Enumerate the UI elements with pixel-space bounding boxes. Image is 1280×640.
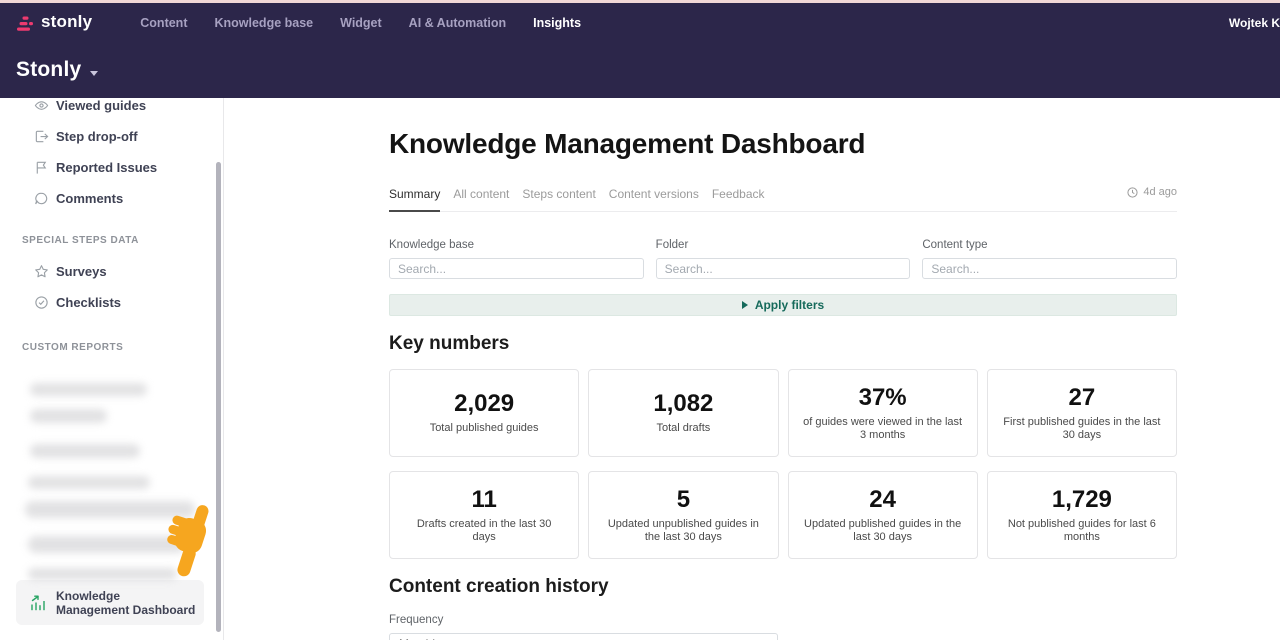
brand-name: stonly (41, 12, 93, 31)
caret-down-icon[interactable] (90, 70, 99, 76)
stat-card-updated-published: 24 Updated published guides in the last … (787, 471, 978, 559)
hand-pointer-cursor (167, 505, 209, 577)
nav-item-insights[interactable]: Insights (533, 15, 582, 30)
stat-value: 27 (1068, 383, 1096, 411)
stat-card-viewed-percentage: 37% of guides were viewed in the last 3 … (787, 369, 978, 457)
nav-item-content[interactable]: Content (140, 15, 188, 30)
ukraine-flag-icon (97, 13, 110, 22)
stat-value: 1,729 (1051, 485, 1112, 513)
sidebar-item-knowledge-management-dashboard[interactable]: Knowledge Management Dashboard (16, 580, 204, 625)
sidebar-item-comments[interactable]: Comments (0, 183, 223, 214)
sidebar-item-step-drop-off[interactable]: Step drop-off (0, 121, 223, 152)
stat-label: Total published guides (429, 422, 539, 434)
tab-steps-content[interactable]: Steps content (522, 187, 596, 201)
stat-label: Updated unpublished guides in the last 3… (607, 517, 759, 543)
chart-icon (30, 595, 46, 611)
main-content: Knowledge Management Dashboard Summary A… (224, 98, 1280, 640)
stat-card-total-drafts: 1,082 Total drafts (588, 369, 779, 457)
sidebar-item-label: Comments (56, 191, 124, 206)
content-creation-history-heading: Content creation history (389, 576, 609, 597)
sidebar-item-label: Surveys (56, 264, 107, 279)
stonly-logo[interactable]: stonly (16, 12, 110, 33)
sidebar-item-label: Checklists (56, 295, 122, 310)
tab-content-versions[interactable]: Content versions (608, 187, 699, 201)
sidebar-item-label: Step drop-off (56, 129, 138, 144)
nav-item-widget[interactable]: Widget (340, 15, 382, 30)
workspace-bar: Stonly (0, 42, 1280, 98)
window-top-strip (0, 0, 1280, 3)
stonly-logo-icon (17, 16, 33, 31)
tab-all-content[interactable]: All content (453, 187, 510, 201)
dashboard-tabs: Summary All content Steps content Conten… (389, 186, 1177, 212)
filters-row: Knowledge base Folder Content type (389, 239, 1178, 279)
stat-card-not-published: 1,729 Not published guides for last 6 mo… (986, 471, 1177, 559)
sidebar-item-surveys[interactable]: Surveys (0, 256, 223, 287)
apply-filters-label: Apply filters (754, 298, 825, 312)
stat-card-drafts-created: 11 Drafts created in the last 30 days (389, 471, 580, 559)
sidebar-item-viewed-guides[interactable]: Viewed guides (0, 98, 223, 121)
stat-label: Updated published guides in the last 30 … (804, 517, 962, 543)
star-icon (34, 264, 49, 279)
step-out-icon (34, 129, 49, 144)
stat-card-first-published: 27 First published guides in the last 30… (986, 369, 1177, 457)
sidebar-item-label: Knowledge Management Dashboard (56, 588, 196, 617)
stat-value: 37% (858, 383, 907, 411)
sidebar-item-label: Reported Issues (56, 160, 158, 175)
nav-item-knowledge-base[interactable]: Knowledge base (214, 15, 314, 30)
clock-icon (1127, 186, 1138, 198)
knowledge-base-search-input[interactable] (389, 258, 644, 279)
frequency-select[interactable]: Monthly (389, 633, 778, 640)
stat-label: First published guides in the last 30 da… (1003, 415, 1161, 441)
content-type-search-input[interactable] (922, 258, 1178, 279)
flag-icon (34, 160, 49, 175)
sidebar-section-custom-reports: CUSTOM REPORTS (22, 342, 124, 353)
sidebar-scrollbar[interactable] (216, 162, 221, 632)
tab-feedback[interactable]: Feedback (711, 187, 765, 201)
user-menu[interactable]: Wojtek K (1228, 15, 1280, 30)
stat-card-total-published-guides: 2,029 Total published guides (389, 369, 580, 457)
sidebar-item-checklists[interactable]: Checklists (0, 287, 223, 318)
sidebar-section-special-steps-data: SPECIAL STEPS DATA (22, 235, 139, 246)
stat-label: Not published guides for last 6 months (1007, 517, 1156, 543)
tab-summary[interactable]: Summary (389, 187, 441, 212)
eye-icon (34, 98, 49, 113)
filter-label-knowledge-base: Knowledge base (389, 239, 475, 251)
frequency-value: Monthly (399, 637, 441, 640)
insights-sidebar: Viewed guides Step drop-off Reported Iss… (0, 98, 224, 640)
main-nav: Content Knowledge base Widget AI & Autom… (140, 16, 581, 30)
filter-label-content-type: Content type (922, 239, 988, 251)
key-numbers-grid: 2,029 Total published guides 1,082 Total… (389, 369, 1177, 559)
filter-label-folder: Folder (655, 239, 689, 251)
redacted-custom-reports (0, 375, 223, 580)
key-numbers-heading: Key numbers (389, 333, 510, 354)
stat-value: 24 (869, 485, 896, 513)
last-updated-text: 4d ago (1143, 186, 1177, 198)
play-icon (741, 301, 748, 309)
apply-filters-button[interactable]: Apply filters (389, 294, 1177, 316)
frequency-label: Frequency (389, 614, 444, 626)
stat-label: Total drafts (656, 422, 711, 434)
nav-item-ai-automation[interactable]: AI & Automation (408, 15, 507, 30)
stat-value: 5 (676, 485, 691, 513)
workspace-name[interactable]: Stonly (16, 58, 82, 81)
stat-label: Drafts created in the last 30 days (416, 517, 552, 543)
check-circle-icon (34, 295, 49, 310)
folder-search-input[interactable] (655, 258, 911, 279)
stat-value: 2,029 (454, 390, 515, 417)
stat-card-updated-unpublished: 5 Updated unpublished guides in the last… (588, 471, 779, 559)
stat-value: 11 (471, 485, 497, 513)
last-updated: 4d ago (1127, 186, 1177, 198)
top-navbar: stonly Content Knowledge base Widget AI … (0, 3, 1280, 42)
sidebar-item-reported-issues[interactable]: Reported Issues (0, 152, 223, 183)
stat-label: of guides were viewed in the last 3 mont… (803, 415, 963, 441)
sidebar-item-label: Viewed guides (56, 98, 147, 113)
page-title: Knowledge Management Dashboard (389, 128, 866, 159)
comment-icon (34, 191, 49, 206)
stat-value: 1,082 (653, 390, 714, 417)
